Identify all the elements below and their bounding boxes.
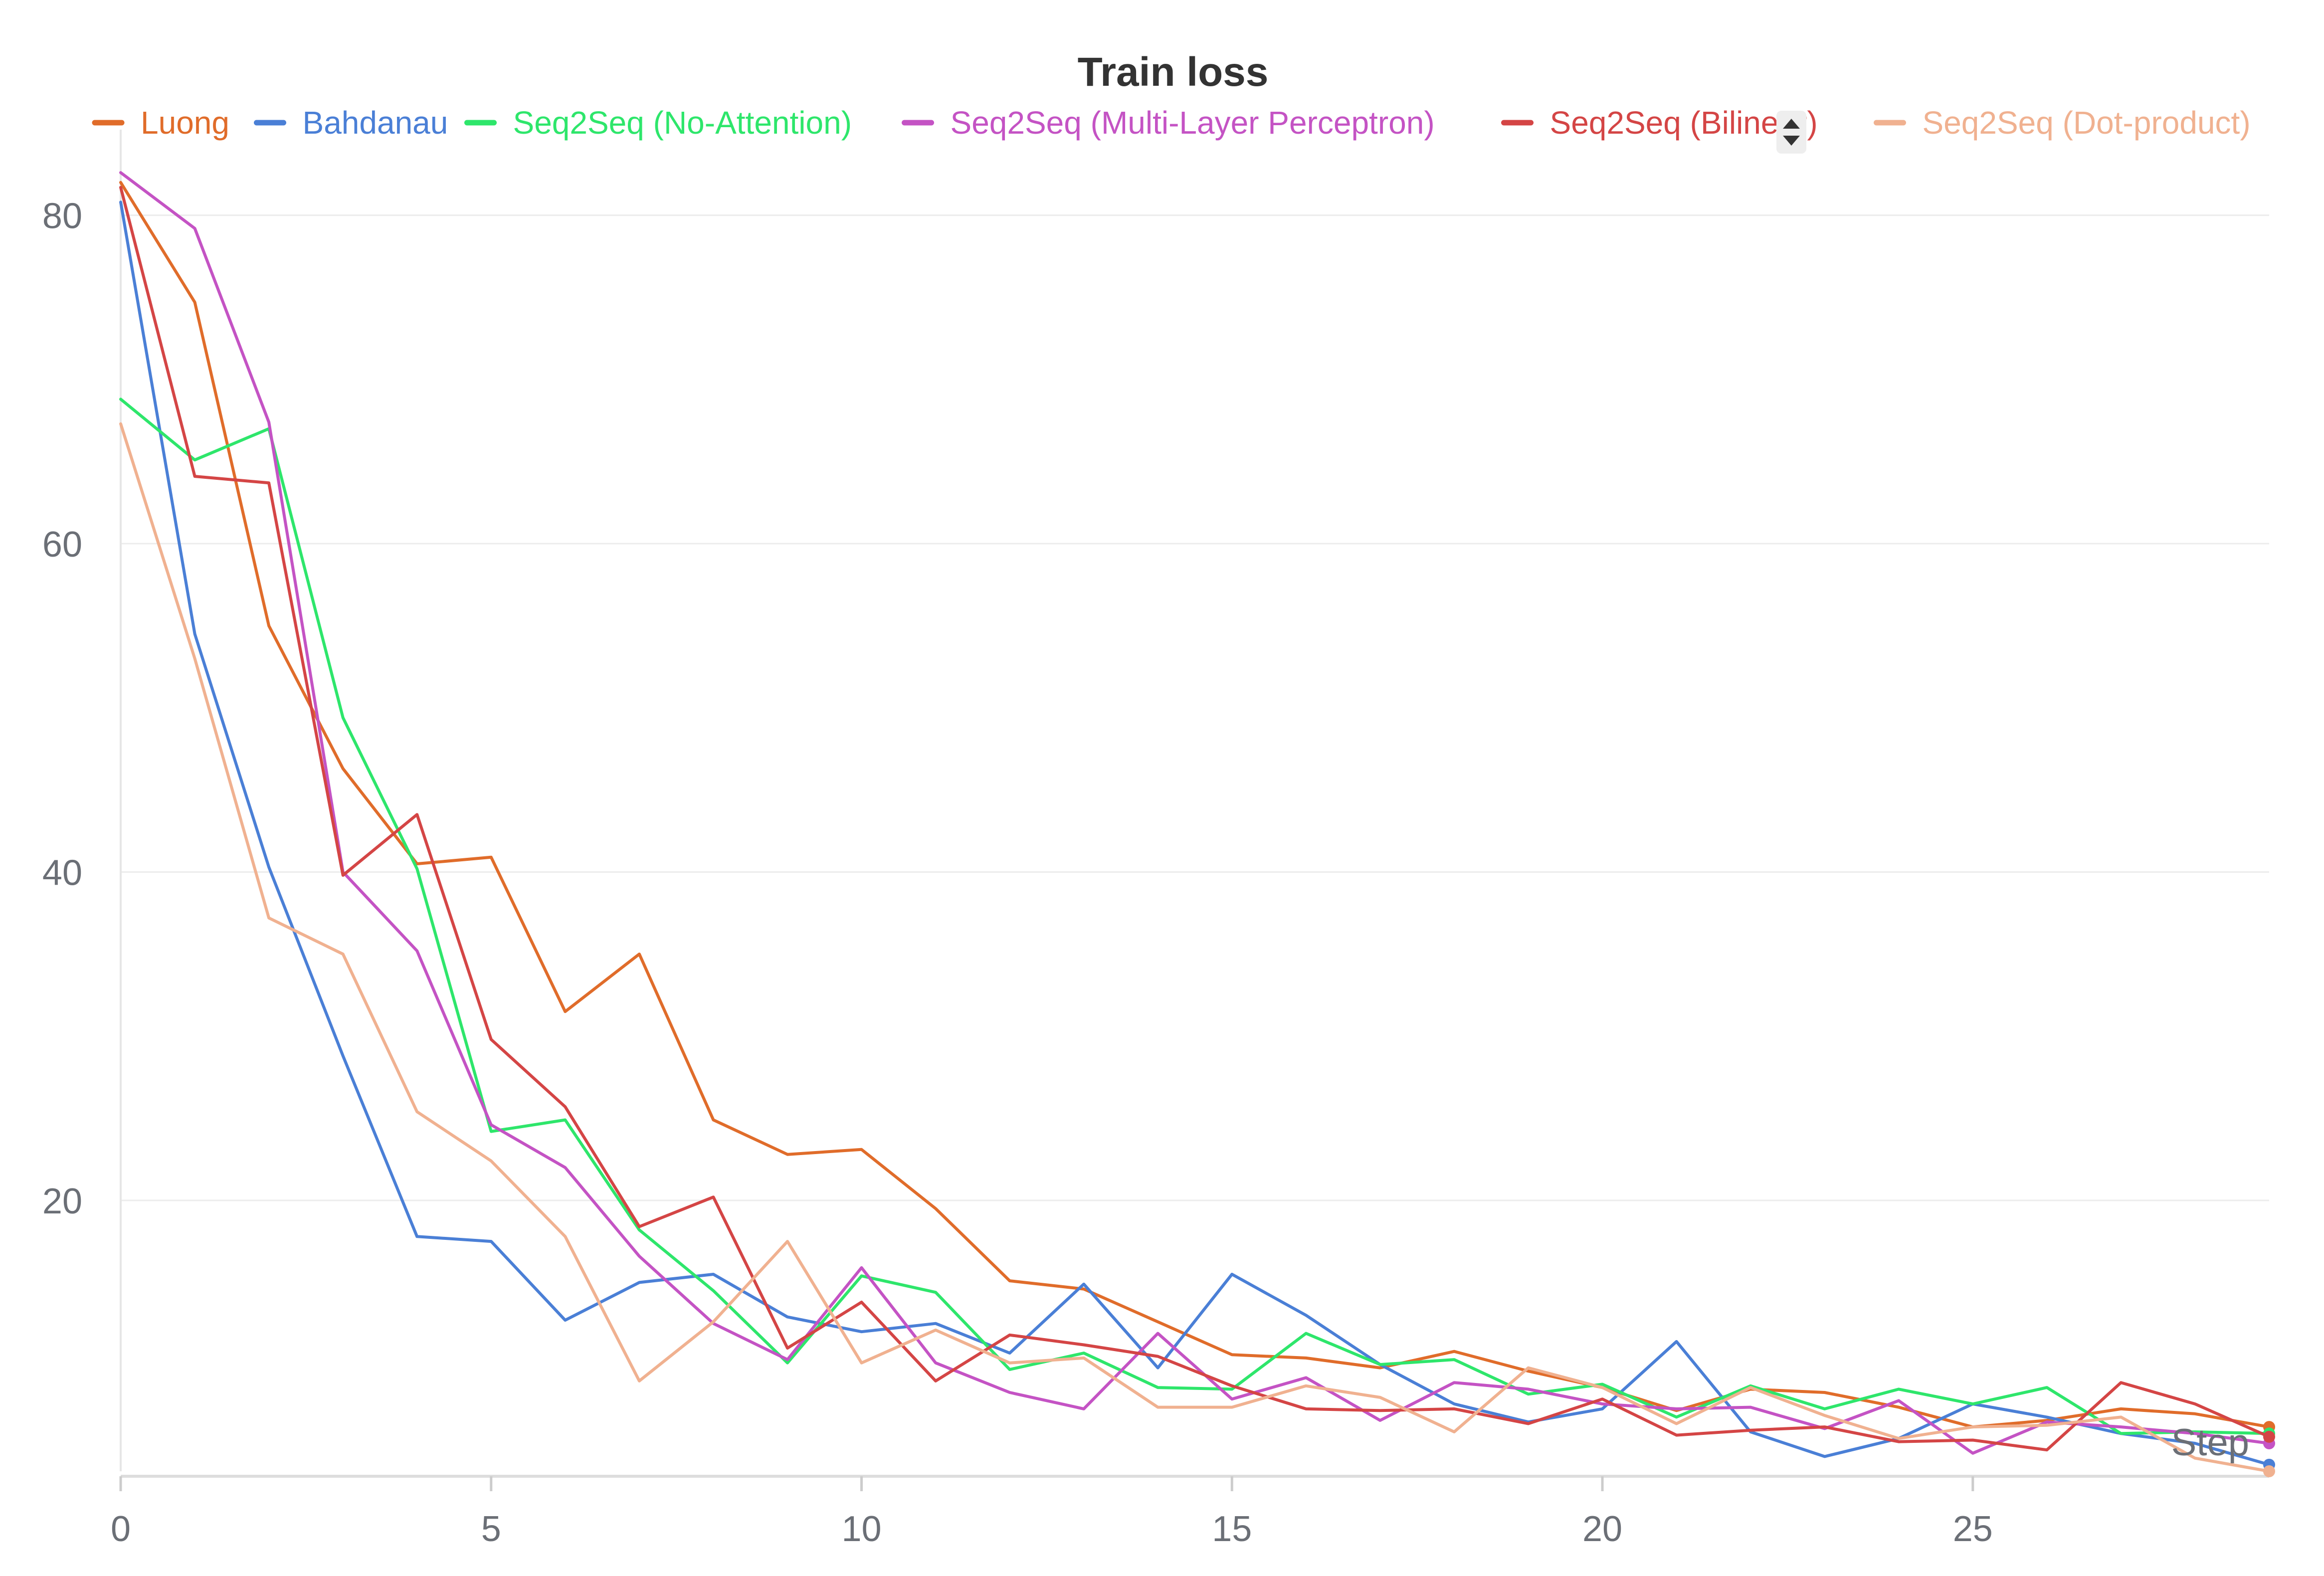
series-end-point-5 — [2263, 1465, 2275, 1477]
legend-item-5[interactable]: Seq2Seq (Dot-product) — [1874, 105, 2251, 141]
x-tick-label-25: 25 — [1953, 1509, 1993, 1549]
y-axis: 20 40 60 80 — [42, 130, 122, 1471]
x-tick-label-15: 15 — [1212, 1509, 1252, 1549]
y-tick-label-20: 20 — [42, 1182, 82, 1221]
legend-label-2: Seq2Seq (No-Attention) — [513, 105, 852, 141]
series-line-2 — [119, 397, 2271, 1435]
legend-label-3: Seq2Seq (Multi-Layer Perceptron) — [951, 105, 1435, 141]
x-tick-label-10: 10 — [841, 1509, 881, 1549]
y-tick-label-40: 40 — [42, 853, 82, 893]
legend-item-2[interactable]: Seq2Seq (No-Attention) — [464, 105, 852, 141]
legend-item-4[interactable]: Seq2Seq (Bilinear) — [1501, 105, 1818, 141]
series-lines — [119, 171, 2275, 1477]
x-tick-label-0: 0 — [111, 1509, 131, 1549]
legend-item-1[interactable]: Bahdanau — [254, 105, 448, 141]
legend-label-1: Bahdanau — [303, 105, 448, 141]
legend-item-3[interactable]: Seq2Seq (Multi-Layer Perceptron) — [902, 105, 1435, 141]
series-end-point-4 — [2263, 1430, 2275, 1443]
legend-label-0: Luong — [141, 105, 229, 141]
series-line-0 — [119, 181, 2271, 1429]
legend: Luong Bahdanau Seq2Seq (No-Attention) Seq2S… — [92, 105, 2251, 141]
x-tick-label-5: 5 — [481, 1509, 501, 1549]
chevron-up-icon[interactable] — [1783, 119, 1800, 129]
chart-title: Train loss — [1078, 49, 1269, 95]
series-line-1 — [119, 200, 2271, 1466]
legend-item-0[interactable]: Luong — [92, 105, 229, 141]
legend-label-5: Seq2Seq (Dot-product) — [1923, 105, 2251, 141]
series-line-3 — [119, 171, 2271, 1455]
series-line-5 — [119, 422, 2271, 1473]
x-axis-label: Step — [2171, 1421, 2249, 1464]
legend-label-4: Seq2Seq (Bilinear) — [1550, 105, 1818, 141]
series-line-4 — [119, 186, 2271, 1452]
legend-scroll-control[interactable] — [1776, 111, 1806, 154]
chevron-down-icon[interactable] — [1783, 136, 1800, 146]
y-tick-label-60: 60 — [42, 525, 82, 565]
gridlines — [121, 214, 2269, 1201]
x-tick-label-20: 20 — [1582, 1509, 1622, 1549]
x-axis: 0 5 10 15 20 25 — [111, 1475, 2269, 1549]
y-tick-label-80: 80 — [42, 197, 82, 236]
